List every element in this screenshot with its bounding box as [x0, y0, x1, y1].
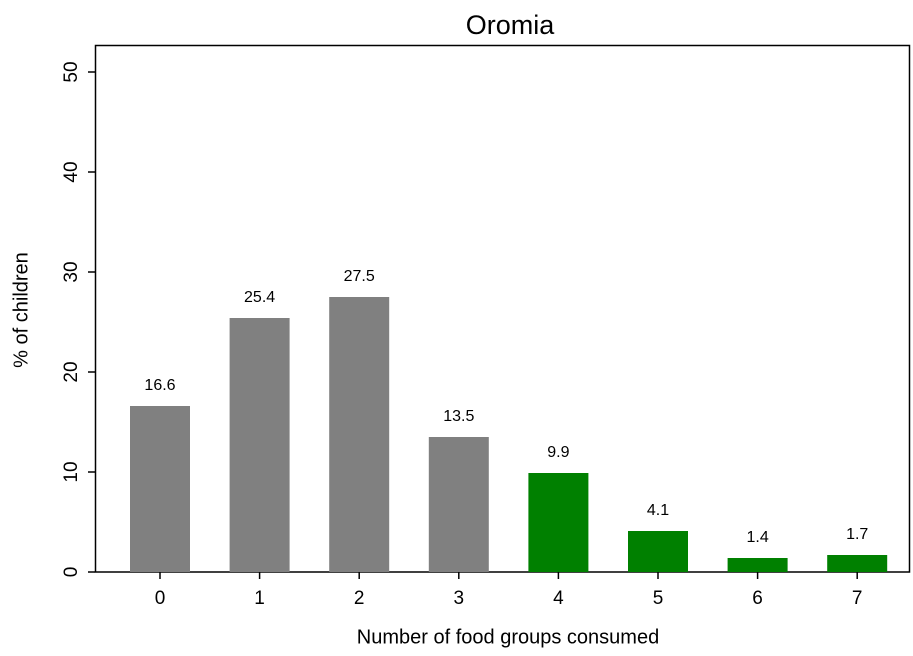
bar [827, 555, 888, 572]
x-tick-label: 5 [653, 588, 664, 609]
value-label: 13.5 [443, 408, 474, 425]
y-tick-label: 30 [61, 261, 82, 282]
plot-frame [94, 44, 911, 573]
x-tick-label: 2 [354, 588, 365, 609]
bar [130, 406, 190, 572]
y-tick-label: 40 [61, 161, 82, 182]
value-label: 1.4 [746, 529, 768, 546]
y-tick-label: 50 [61, 61, 82, 82]
y-axis-title: % of children [10, 252, 32, 368]
bar [428, 437, 489, 572]
value-label: 25.4 [244, 289, 275, 306]
x-tick-label: 0 [155, 588, 166, 609]
bar [329, 297, 390, 572]
x-tick-label: 3 [454, 588, 465, 609]
bar [229, 318, 290, 572]
x-axis-title: Number of food groups consumed [357, 626, 659, 648]
value-label: 1.7 [846, 526, 868, 543]
value-label: 16.6 [144, 377, 175, 394]
y-tick-label: 0 [61, 567, 82, 578]
x-tick-label: 7 [852, 588, 863, 609]
x-tick-label: 4 [553, 588, 564, 609]
y-tick-label: 10 [61, 461, 82, 482]
x-tick-label: 1 [254, 588, 265, 609]
bar [727, 558, 788, 572]
value-label: 27.5 [344, 268, 375, 285]
value-label: 4.1 [647, 502, 669, 519]
bar [528, 473, 589, 572]
value-label: 9.9 [547, 444, 569, 461]
chart-title: Oromia [466, 10, 555, 40]
bar [628, 531, 688, 572]
y-tick-label: 20 [61, 361, 82, 382]
x-tick-label: 6 [752, 588, 763, 609]
